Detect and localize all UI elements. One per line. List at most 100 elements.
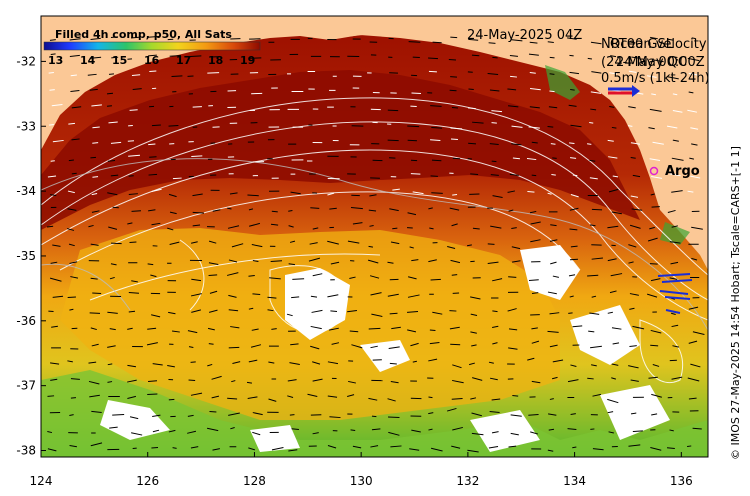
velocity-arrow: [429, 227, 434, 230]
velocity-arrow: [569, 207, 579, 211]
velocity-arrow: [572, 174, 578, 177]
velocity-arrow: [470, 296, 481, 300]
velocity-arrow: [531, 292, 539, 295]
velocity-arrow: [47, 175, 57, 178]
velocity-arrow: [671, 312, 676, 316]
velocity-arrow: [46, 225, 54, 228]
velocity-arrow: [572, 325, 583, 328]
velocity-arrow: [648, 127, 655, 130]
velocity-arrow: [107, 192, 118, 196]
velocity-arrow: [410, 342, 419, 347]
colorbar-tick-label: 15: [112, 54, 127, 67]
velocity-arrow: [527, 357, 535, 361]
velocity-arrow: [47, 431, 53, 434]
velocity-arrow: [407, 294, 420, 298]
velocity-arrow: [371, 313, 383, 317]
velocity-arrow: [611, 211, 622, 215]
velocity-arrow: [470, 331, 477, 334]
velocity-arrow: [92, 292, 102, 295]
velocity-arrow: [407, 139, 417, 142]
x-tick-label: 126: [136, 474, 159, 488]
velocity-arrow: [327, 240, 339, 245]
velocity-arrow: [348, 380, 356, 384]
velocity-arrow: [410, 173, 421, 175]
velocity-arrow: [227, 207, 232, 210]
velocity-arrow: [632, 174, 641, 178]
velocity-arrow: [550, 224, 557, 227]
velocity-arrow: [69, 54, 80, 57]
velocity-arrow: [192, 211, 205, 214]
velocity-arrow: [592, 448, 604, 451]
velocity-arrow: [570, 194, 579, 198]
velocity-arrow: [131, 280, 138, 283]
velocity-arrow: [109, 426, 118, 429]
colorbar: Filled 4h comp, p50, All Sats 13 14 15 16 17…: [43, 28, 261, 67]
velocity-arrow: [212, 209, 221, 212]
velocity-arrow: [90, 37, 101, 40]
velocity-arrow: [169, 55, 181, 57]
velocity-arrow: [530, 221, 541, 225]
velocity-arrow: [187, 330, 198, 334]
velocity-arrow: [648, 376, 658, 379]
velocity-arrow: [171, 330, 180, 333]
velocity-arrow: [68, 159, 74, 162]
velocity-arrow: [590, 108, 597, 111]
velocity-arrow: [470, 397, 477, 400]
velocity-arrow: [531, 380, 541, 384]
velocity-arrow: [208, 343, 214, 345]
velocity-arrow: [47, 448, 57, 452]
velocity-arrow: [511, 227, 517, 229]
velocity-arrow: [329, 416, 341, 419]
velocity-arrow: [549, 239, 558, 242]
velocity-arrow: [611, 377, 617, 380]
velocity-arrow: [672, 345, 680, 348]
velocity-arrow: [252, 431, 261, 436]
velocity-arrow: [490, 225, 502, 229]
velocity-arrow: [452, 364, 462, 369]
plot-frame: [40, 15, 709, 458]
velocity-arrow: [327, 445, 337, 449]
velocity-arrow: [129, 416, 139, 420]
velocity-arrow: [127, 327, 133, 330]
velocity-arrow: [608, 188, 619, 193]
velocity-arrow: [529, 41, 538, 44]
velocity-arrow: [229, 192, 238, 195]
velocity-arrow: [691, 257, 698, 261]
x-tick-label: 130: [350, 474, 373, 488]
velocity-arrow: [329, 207, 337, 210]
velocity-arrow: [148, 209, 156, 212]
velocity-arrow: [92, 176, 99, 178]
velocity-arrow: [70, 90, 80, 93]
x-tick-label: 128: [243, 474, 266, 488]
velocity-arrow: [107, 160, 116, 162]
velocity-arrow: [629, 345, 637, 347]
legend-line2-overlap: (24-May 00:00Z: [601, 55, 705, 70]
velocity-arrow: [628, 106, 636, 109]
velocity-arrow: [692, 331, 705, 335]
velocity-arrow: [607, 139, 614, 142]
velocity-arrow: [191, 278, 202, 282]
velocity-arrow: [611, 327, 622, 330]
velocity-arrow: [568, 274, 576, 277]
colorbar-title: Filled 4h comp, p50, All Sats: [55, 28, 232, 41]
velocity-arrow: [90, 442, 103, 447]
velocity-arrow: [609, 72, 617, 75]
velocity-arrow: [330, 310, 338, 312]
velocity-arrow: [148, 35, 160, 38]
velocity-arrow: [211, 375, 222, 380]
velocity-arrow: [331, 342, 340, 345]
velocity-arrow: [169, 241, 180, 245]
velocity-arrows: [46, 35, 705, 453]
velocity-arrow: [612, 342, 620, 345]
velocity-arrow: [569, 142, 575, 145]
velocity-arrow: [91, 193, 98, 196]
velocity-arrow: [70, 397, 77, 399]
velocity-arrow: [130, 36, 139, 39]
velocity-arrow: [492, 56, 498, 59]
velocity-arrow: [188, 379, 196, 382]
velocity-arrow: [128, 291, 140, 294]
velocity-arrow: [529, 210, 537, 214]
australia-landmass: [41, 16, 708, 232]
velocity-arrow: [548, 428, 555, 431]
